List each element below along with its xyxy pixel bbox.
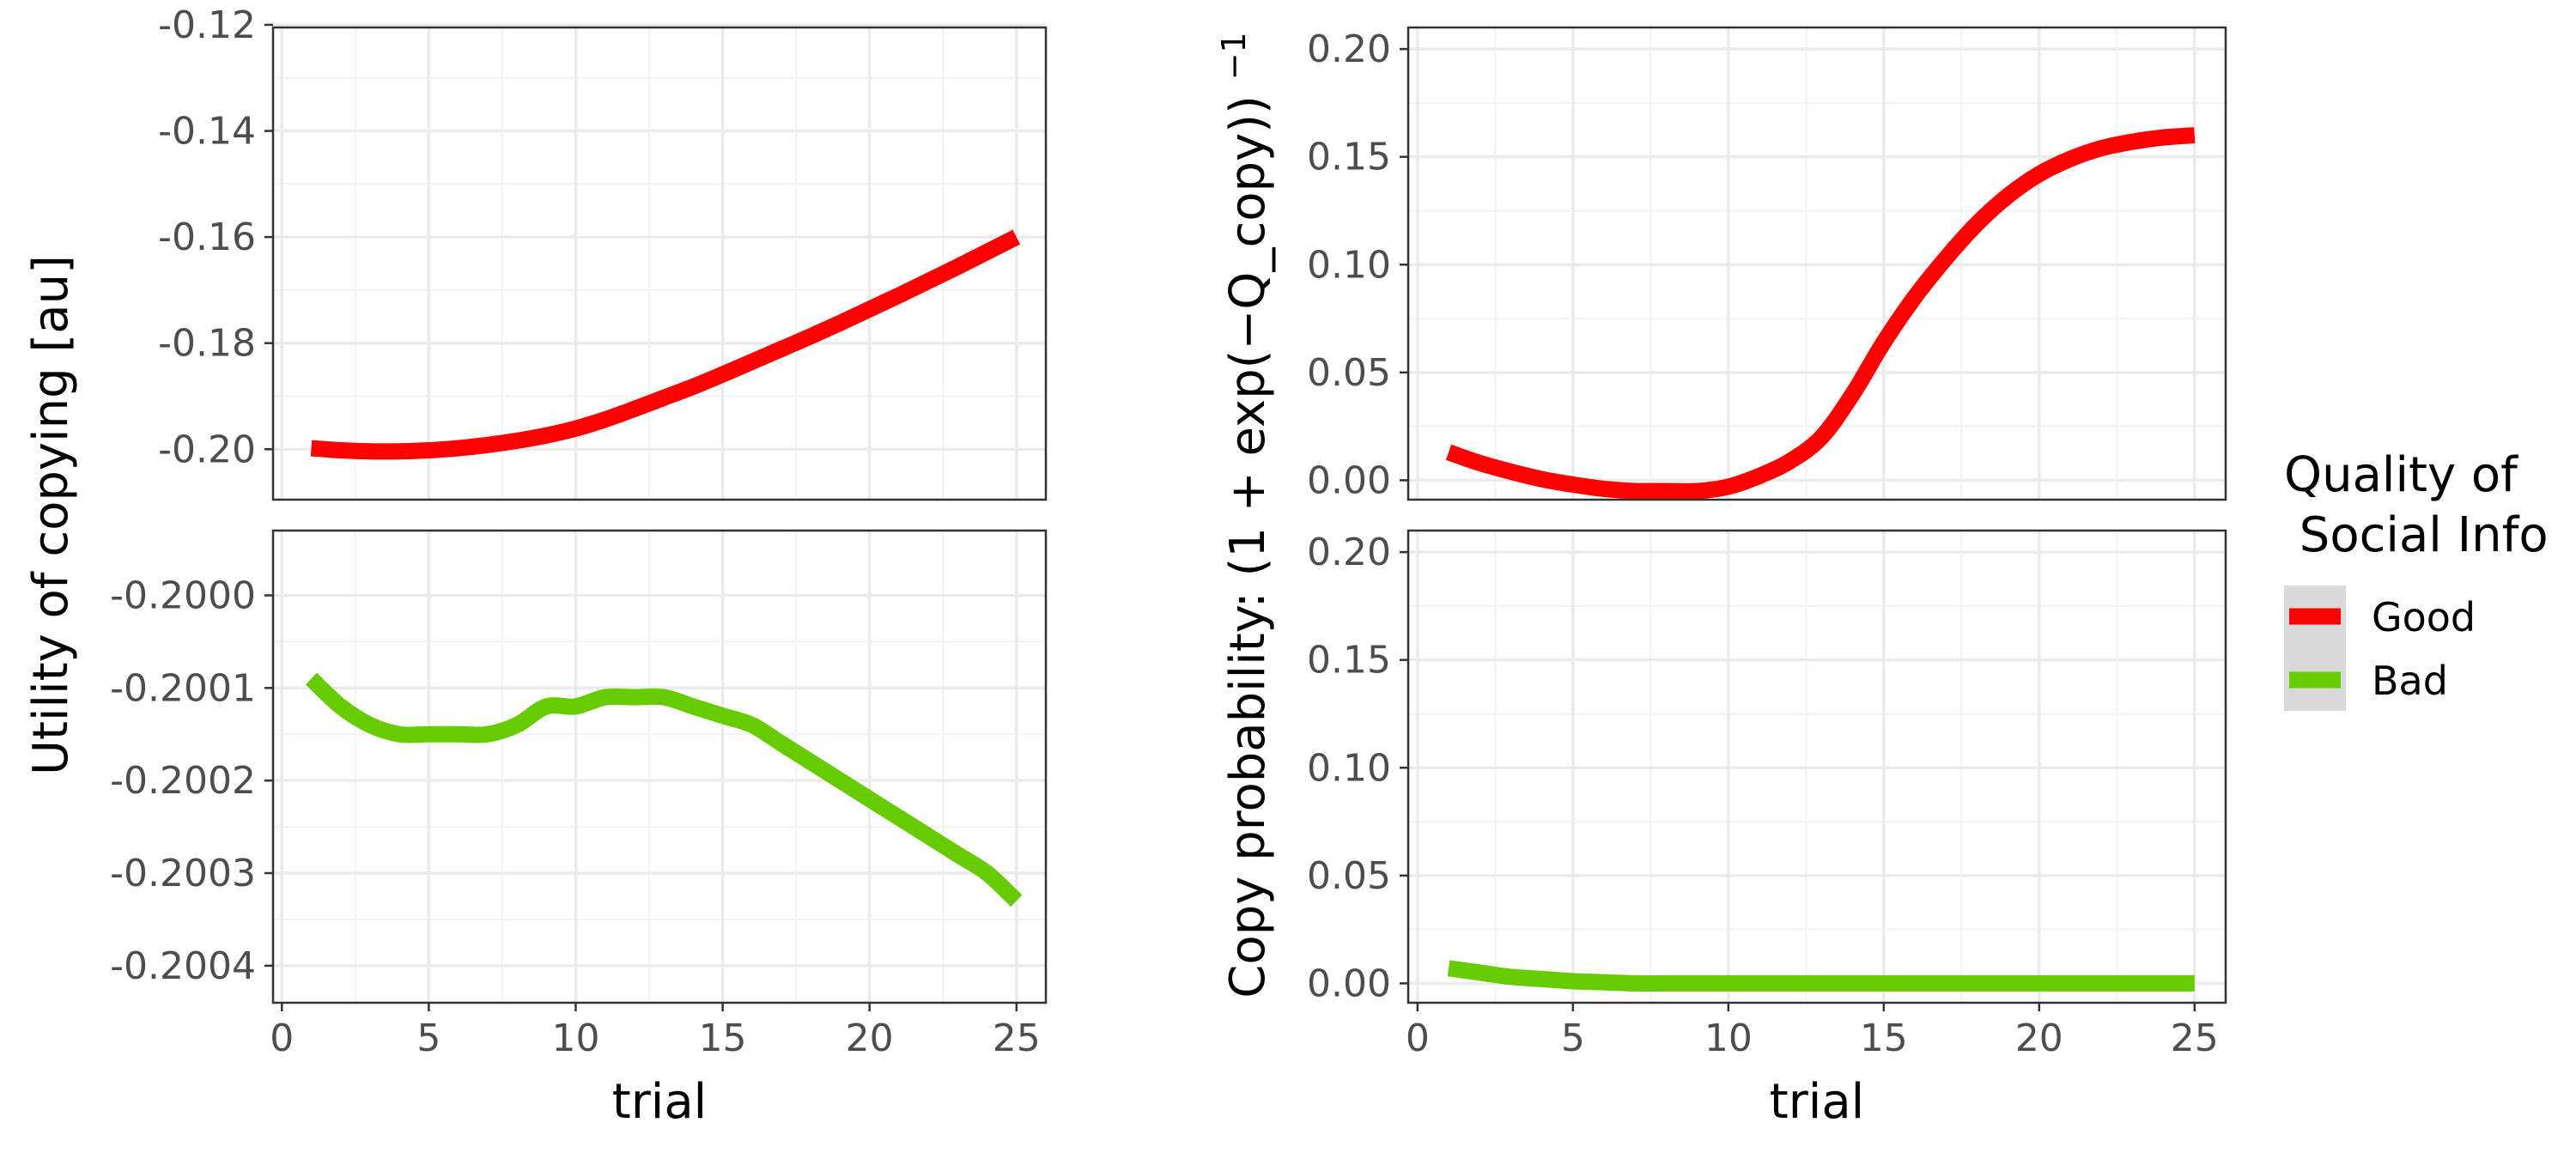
x-tick-label: 20 bbox=[2015, 1016, 2063, 1060]
x-tick-label: 5 bbox=[1561, 1016, 1585, 1060]
x-tick-label: 25 bbox=[993, 1016, 1041, 1060]
y-tick-label: 0.05 bbox=[1307, 351, 1391, 395]
series-line-good bbox=[310, 229, 1021, 460]
x-axis-title: trial bbox=[1770, 1074, 1864, 1130]
legend-title-line-2: Social Info bbox=[2284, 507, 2549, 563]
legend-label-good: Good bbox=[2372, 594, 2476, 640]
x-tick-label: 15 bbox=[1860, 1016, 1908, 1060]
y-tick-label: 0.10 bbox=[1307, 746, 1391, 790]
x-tick-label: 15 bbox=[699, 1016, 747, 1060]
series-line-good bbox=[1445, 127, 2196, 500]
x-axis-title: trial bbox=[612, 1074, 707, 1130]
panel-background bbox=[273, 531, 1046, 1003]
legend-title-line-1: Quality of bbox=[2284, 447, 2518, 503]
y-tick-label: -0.2002 bbox=[110, 759, 256, 803]
y-tick-label: -0.20 bbox=[158, 428, 256, 471]
x-tick-label: 25 bbox=[2171, 1016, 2219, 1060]
panel-right-top: 0.00 0.05 0.10 0.15 0.20 bbox=[1307, 26, 2227, 502]
y-tick-label: 0.00 bbox=[1307, 458, 1391, 502]
y-tick-label: -0.12 bbox=[158, 3, 256, 47]
y-tick-label: -0.2000 bbox=[110, 573, 256, 617]
y-tick-label: 0.20 bbox=[1307, 531, 1391, 574]
panel-border bbox=[271, 529, 1048, 1004]
panel-right-bottom: 0.00 0.05 0.10 0.15 0.20 0 5 10 15 20 25 trial bbox=[1307, 529, 2227, 1130]
right-y-axis-title-main: Copy probability: (1 + exp(−Q_copy)) bbox=[1220, 95, 1276, 998]
left-y-axis-title: Utility of copying [au] bbox=[23, 255, 79, 775]
x-tick-label: 0 bbox=[270, 1016, 294, 1060]
x-tick-label: 10 bbox=[551, 1016, 599, 1060]
series-line-bad bbox=[1447, 960, 2195, 992]
y-tick-label: -0.14 bbox=[158, 110, 256, 154]
panel-left-bottom: -0.2004 -0.2003 -0.2002 -0.2001 -0.2000 0 5 10 1… bbox=[110, 529, 1048, 1130]
y-tick-label: -0.16 bbox=[158, 215, 256, 259]
x-tick-label: 5 bbox=[416, 1016, 440, 1060]
right-y-axis-title: Copy probability: (1 + exp(−Q_copy)) −1 bbox=[1215, 32, 1276, 998]
y-tick-label: 0.15 bbox=[1307, 136, 1391, 179]
panel-left-top: -0.20 -0.18 -0.16 -0.14 -0.12 bbox=[158, 3, 1048, 501]
panel-border bbox=[271, 26, 1048, 501]
y-tick-label: -0.2003 bbox=[110, 852, 256, 895]
y-tick-label: -0.18 bbox=[158, 322, 256, 366]
x-tick-label: 20 bbox=[846, 1016, 894, 1060]
y-tick-label: 0.15 bbox=[1307, 639, 1391, 683]
legend-label-bad: Bad bbox=[2372, 658, 2448, 704]
x-tick-label: 0 bbox=[1406, 1016, 1430, 1060]
y-tick-label: 0.00 bbox=[1307, 962, 1391, 1005]
y-tick-label: -0.2001 bbox=[110, 666, 256, 710]
panel-background bbox=[273, 27, 1046, 500]
right-y-axis-title-superscript: −1 bbox=[1215, 32, 1253, 80]
y-tick-label: 0.20 bbox=[1307, 27, 1391, 71]
x-tick-label: 10 bbox=[1704, 1016, 1753, 1060]
series-line-bad bbox=[305, 672, 1023, 907]
y-tick-label: -0.2004 bbox=[110, 944, 256, 988]
panel-border bbox=[1406, 26, 2227, 501]
y-tick-label: 0.05 bbox=[1307, 854, 1391, 898]
y-tick-label: 0.10 bbox=[1307, 243, 1391, 287]
legend-key-background bbox=[2284, 586, 2346, 711]
panel-border bbox=[1406, 529, 2227, 1004]
panels-layer: -0.20-0.18-0.16-0.14-0.12-0.2004-0.2003-… bbox=[110, 3, 2227, 1130]
legend: Quality of Social Info Good Bad bbox=[2284, 447, 2549, 711]
